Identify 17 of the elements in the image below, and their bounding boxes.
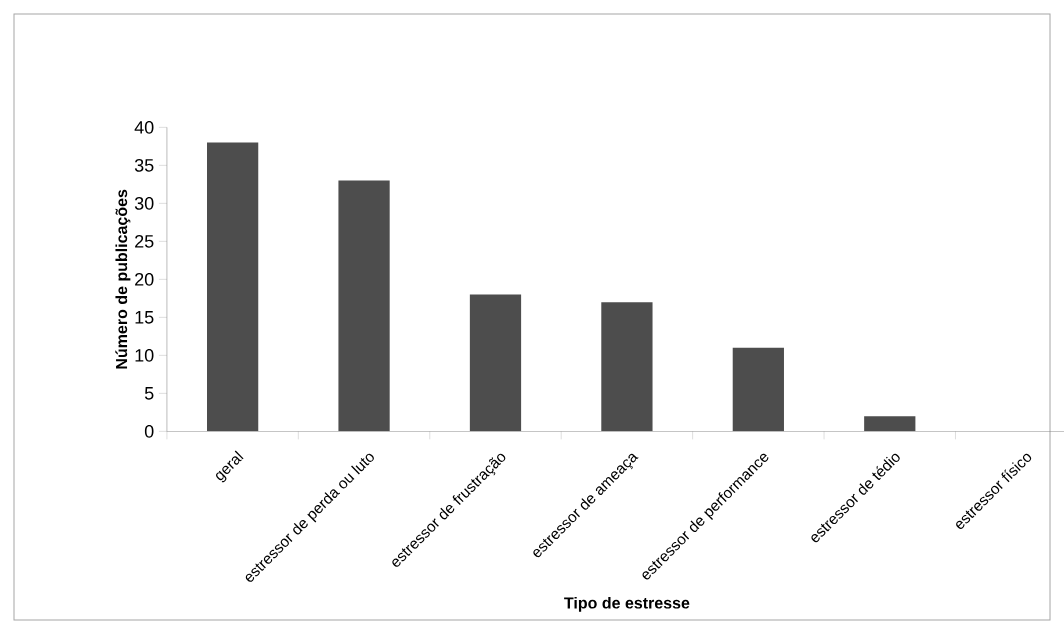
y-tick-label: 15 xyxy=(135,311,154,324)
x-axis-title: Tipo de estresse xyxy=(564,596,690,612)
y-tick-label: 30 xyxy=(134,196,154,210)
y-tick-label: 10 xyxy=(135,348,154,362)
bar xyxy=(207,142,259,432)
bar xyxy=(732,347,784,432)
y-tick-label: 35 xyxy=(134,158,154,172)
y-tick-label: 20 xyxy=(135,272,154,286)
bar xyxy=(601,302,653,432)
y-tick-label: 40 xyxy=(134,120,154,134)
y-axis-title: Número de publicações xyxy=(115,189,131,369)
y-tick-label: 25 xyxy=(135,234,154,248)
bar xyxy=(469,294,522,432)
y-tick-label: 0 xyxy=(144,424,154,438)
bar xyxy=(338,180,390,432)
y-tick-label: 5 xyxy=(144,387,154,400)
bar xyxy=(864,416,916,432)
